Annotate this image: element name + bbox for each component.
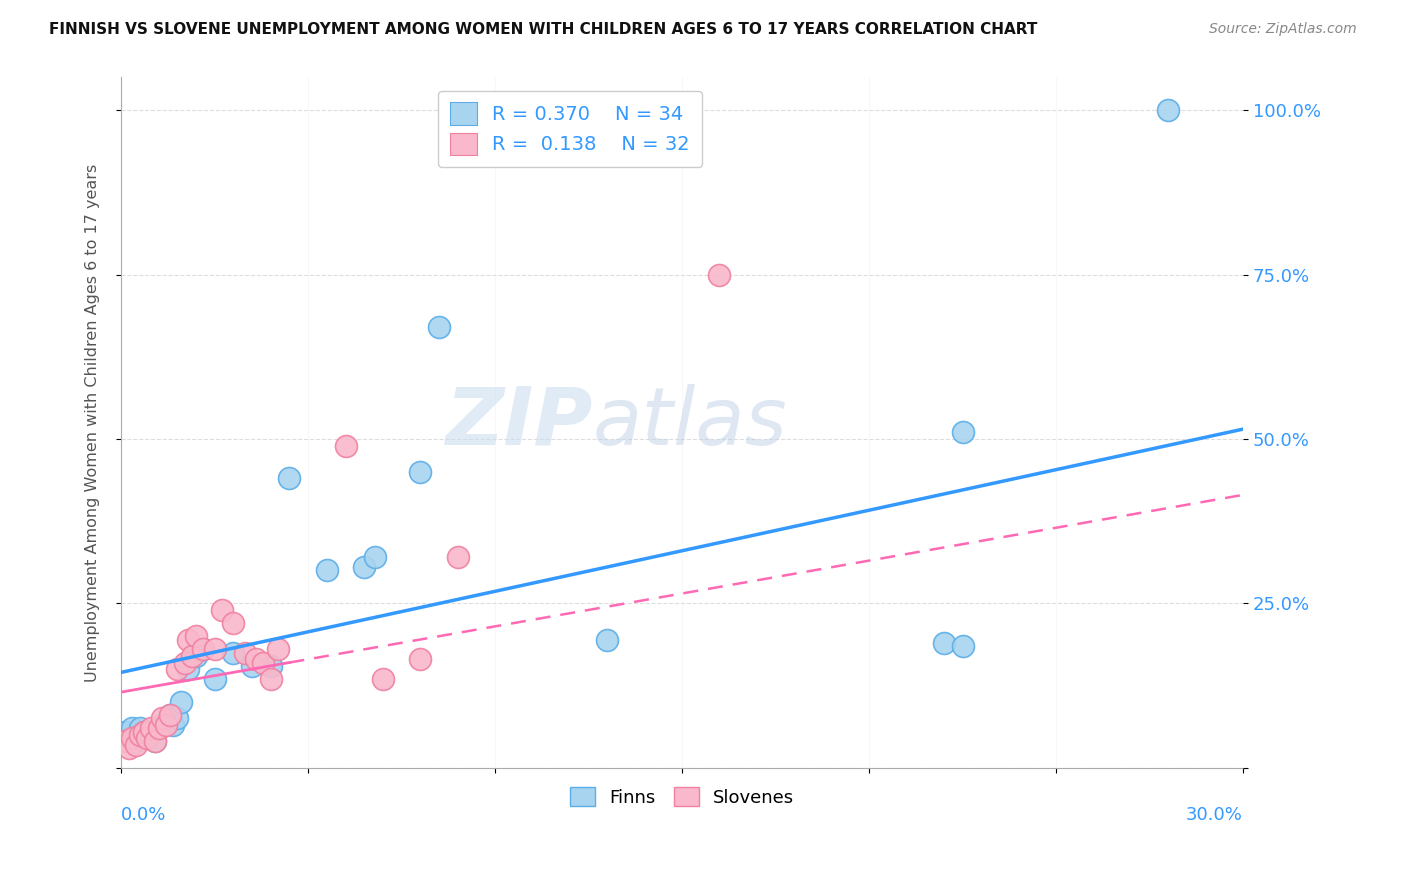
Point (148, 721, 170, 735)
Point (204, 642, 226, 657)
Point (267, 642, 290, 657)
Point (114, 734, 136, 748)
Point (181, 648, 204, 663)
Point (125, 738, 148, 752)
Point (139, 721, 162, 735)
Point (335, 439, 357, 453)
Point (128, 728, 150, 742)
Point (166, 711, 188, 725)
Point (136, 731, 159, 745)
Point (222, 616, 245, 631)
Point (222, 646, 245, 660)
Point (121, 721, 143, 735)
Point (952, 639, 974, 653)
Point (1157, 103, 1180, 118)
Point (353, 560, 375, 574)
Point (447, 550, 470, 565)
Y-axis label: Unemployment Among Women with Children Ages 6 to 17 years: Unemployment Among Women with Children A… (86, 163, 100, 681)
Point (260, 672, 283, 686)
Point (315, 564, 337, 578)
Point (278, 471, 301, 485)
Point (132, 724, 155, 739)
Point (125, 734, 148, 748)
Point (409, 652, 432, 666)
Text: Source: ZipAtlas.com: Source: ZipAtlas.com (1209, 22, 1357, 37)
Point (136, 728, 159, 742)
Point (173, 656, 195, 670)
Point (709, 268, 731, 282)
Point (233, 646, 256, 660)
Point (932, 636, 955, 650)
Text: 30.0%: 30.0% (1187, 805, 1243, 823)
Point (150, 718, 173, 732)
Point (204, 672, 226, 686)
Point (193, 642, 215, 657)
Point (364, 550, 387, 565)
Point (193, 642, 215, 657)
Point (139, 724, 162, 739)
Legend: Finns, Slovenes: Finns, Slovenes (562, 780, 801, 814)
Point (427, 320, 450, 334)
Point (177, 662, 200, 676)
Point (150, 711, 173, 725)
Point (162, 718, 184, 732)
Point (128, 721, 150, 735)
Point (159, 708, 181, 723)
Point (596, 632, 619, 647)
Point (409, 465, 432, 479)
Point (184, 648, 207, 663)
Point (252, 656, 274, 670)
Point (166, 662, 188, 676)
Point (184, 629, 207, 643)
Point (117, 731, 139, 745)
Point (132, 724, 155, 739)
Point (117, 741, 139, 756)
Point (155, 714, 177, 729)
Text: FINNISH VS SLOVENE UNEMPLOYMENT AMONG WOMEN WITH CHILDREN AGES 6 TO 17 YEARS COR: FINNISH VS SLOVENE UNEMPLOYMENT AMONG WO… (49, 22, 1038, 37)
Point (159, 708, 181, 723)
Point (952, 425, 974, 440)
Point (371, 672, 394, 686)
Point (143, 734, 166, 748)
Text: ZIP: ZIP (444, 384, 592, 461)
Point (211, 603, 233, 617)
Text: 0.0%: 0.0% (121, 805, 166, 823)
Point (260, 658, 283, 673)
Point (143, 734, 166, 748)
Point (155, 718, 177, 732)
Point (148, 721, 170, 735)
Point (245, 652, 267, 666)
Point (177, 632, 200, 647)
Point (170, 695, 193, 709)
Point (121, 731, 143, 745)
Point (240, 658, 263, 673)
Point (114, 724, 136, 739)
Text: atlas: atlas (592, 384, 787, 461)
